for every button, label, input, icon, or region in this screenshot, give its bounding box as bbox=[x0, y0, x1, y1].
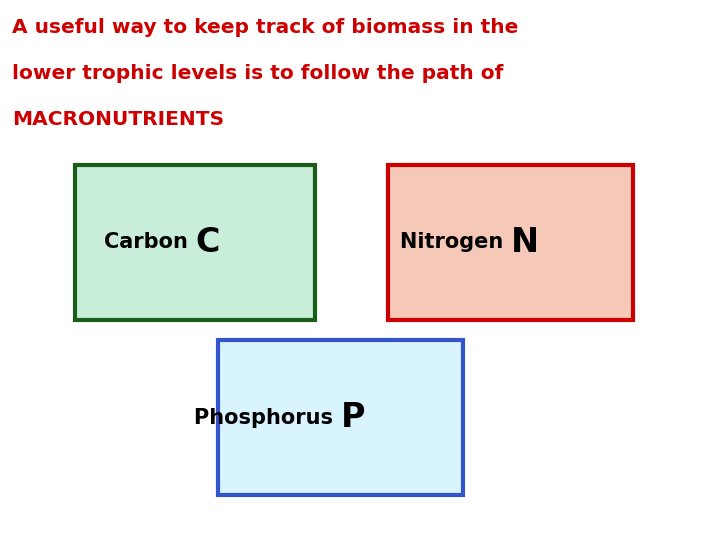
Text: A useful way to keep track of biomass in the: A useful way to keep track of biomass in… bbox=[12, 18, 518, 37]
Text: Nitrogen: Nitrogen bbox=[400, 233, 510, 253]
Bar bbox=[75, 165, 315, 320]
Text: lower trophic levels is to follow the path of: lower trophic levels is to follow the pa… bbox=[12, 64, 503, 83]
Text: MACRONUTRIENTS: MACRONUTRIENTS bbox=[12, 110, 224, 129]
Text: Carbon: Carbon bbox=[104, 233, 195, 253]
Text: C: C bbox=[195, 226, 220, 259]
Bar bbox=[388, 165, 633, 320]
Text: P: P bbox=[341, 401, 365, 434]
Text: Phosphorus: Phosphorus bbox=[194, 408, 341, 428]
Bar bbox=[218, 340, 463, 495]
Text: N: N bbox=[510, 226, 539, 259]
